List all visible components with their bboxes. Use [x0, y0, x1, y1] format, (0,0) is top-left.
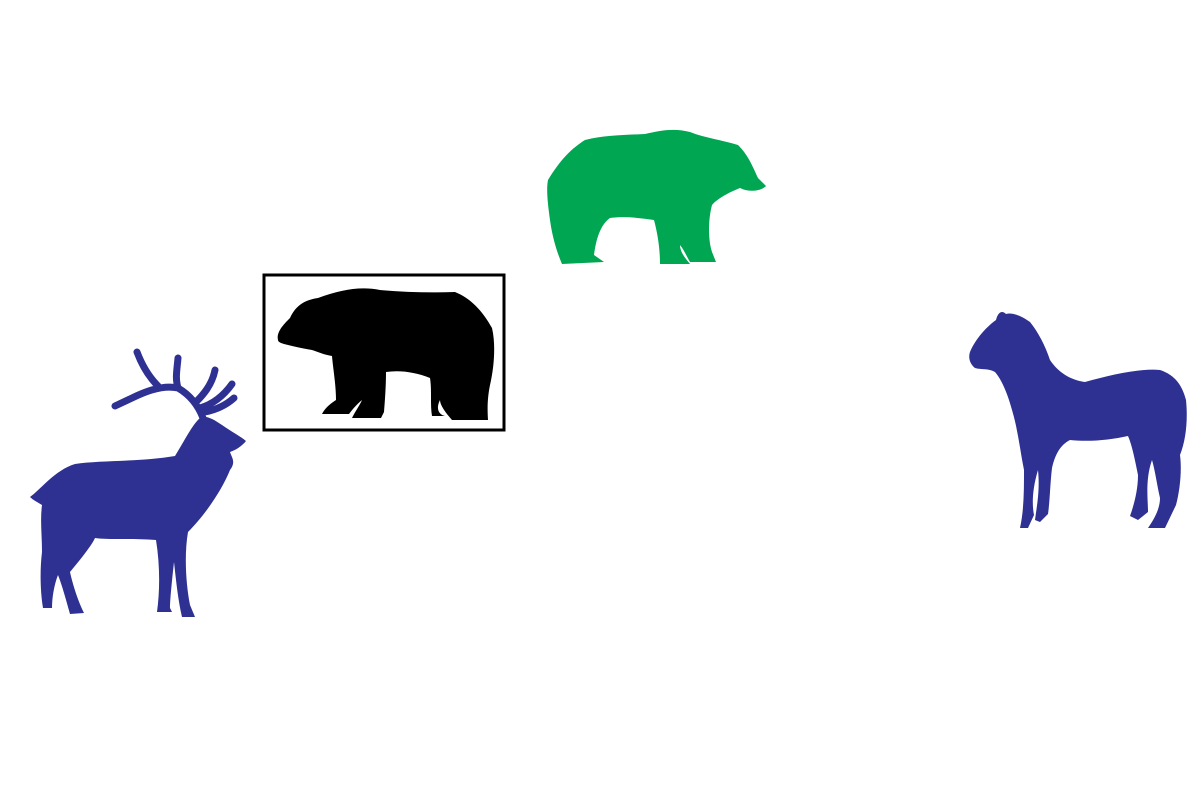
- horse-icon[interactable]: [969, 312, 1187, 528]
- horse-body: [969, 312, 1187, 528]
- bear-icon[interactable]: [547, 129, 766, 264]
- bear-icon[interactable]: [277, 288, 495, 420]
- selection-frame: [262, 273, 506, 432]
- elk-icon[interactable]: [30, 348, 246, 617]
- elk-antlers: [111, 348, 238, 422]
- elk-body: [30, 416, 246, 617]
- bear-black-body: [277, 288, 495, 420]
- bear-green-body: [547, 129, 766, 264]
